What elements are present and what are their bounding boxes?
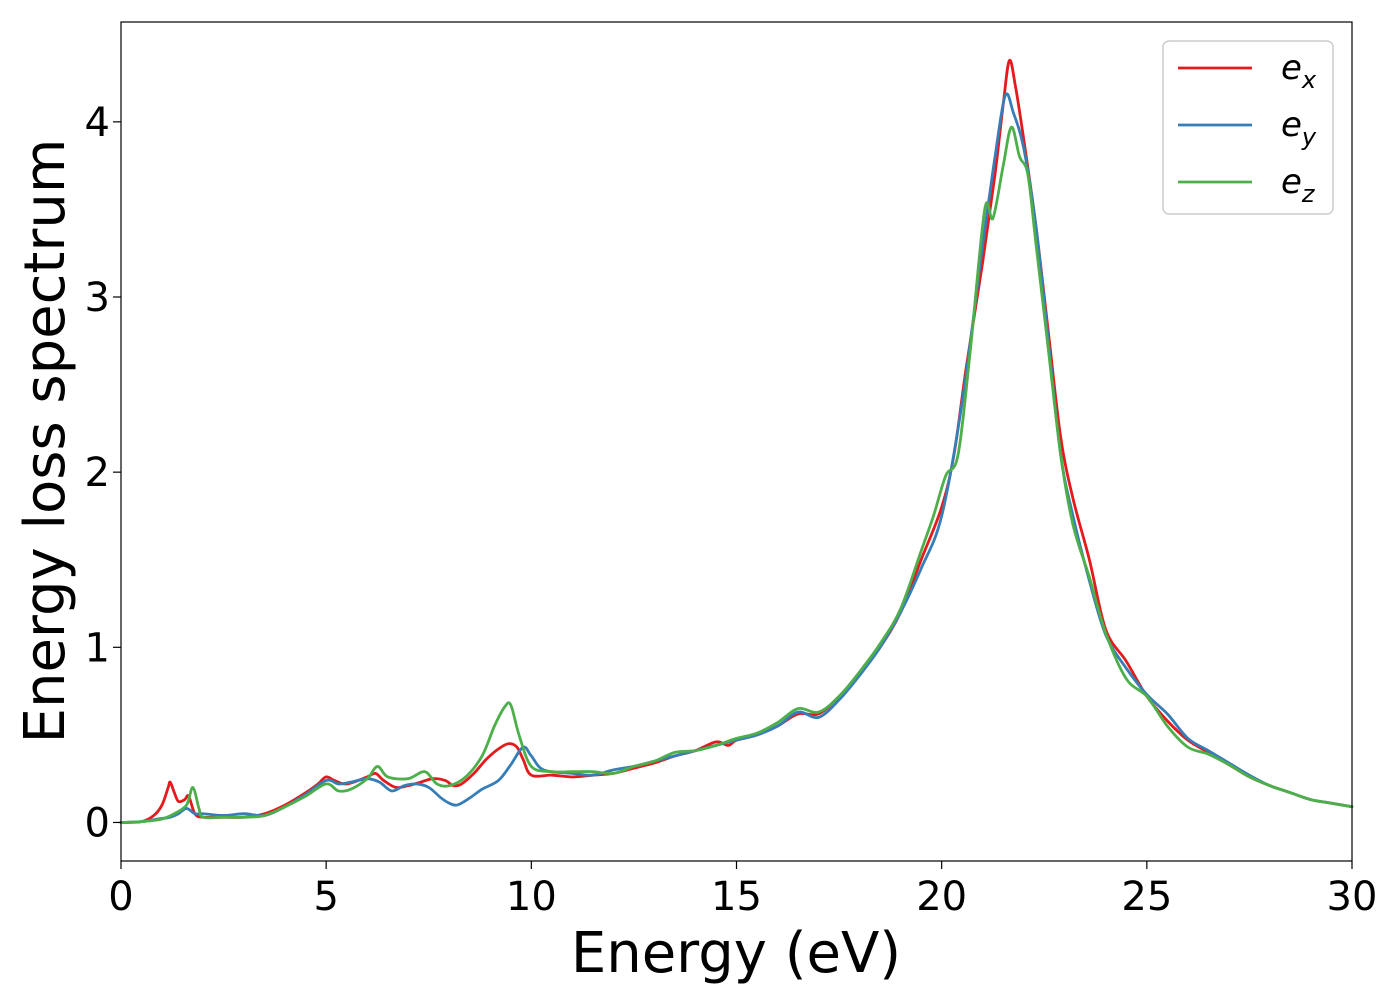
y-tick-label: 1	[85, 625, 110, 671]
x-tick-label: 30	[1327, 874, 1378, 920]
plot-area-background	[121, 22, 1352, 861]
y-tick-label: 2	[85, 450, 110, 496]
x-tick-label: 20	[916, 874, 967, 920]
legend-label-e-z: ez	[1281, 162, 1316, 208]
series-line-e-x	[119, 58, 1354, 824]
y-tick-label: 3	[85, 275, 110, 321]
legend-box	[1162, 40, 1334, 215]
y-tick-label: 4	[85, 100, 110, 146]
y-axis-title: Energy loss spectrum	[13, 139, 78, 744]
y-tick-label: 0	[85, 800, 110, 846]
x-tick-label: 5	[313, 874, 338, 920]
x-tick-label: 25	[1121, 874, 1172, 920]
series-line-e-z	[119, 125, 1354, 824]
x-tick-label: 15	[711, 874, 762, 920]
plot-area	[119, 21, 1354, 862]
x-axis-ticks: 0 5 10 15 20 25 30	[108, 861, 1377, 920]
series-layer	[119, 58, 1354, 824]
x-axis-title: Energy (eV)	[571, 921, 901, 986]
x-tick-label: 0	[108, 874, 133, 920]
y-axis-ticks: 0 1 2 3 4	[85, 100, 121, 846]
x-tick-label: 10	[506, 874, 557, 920]
